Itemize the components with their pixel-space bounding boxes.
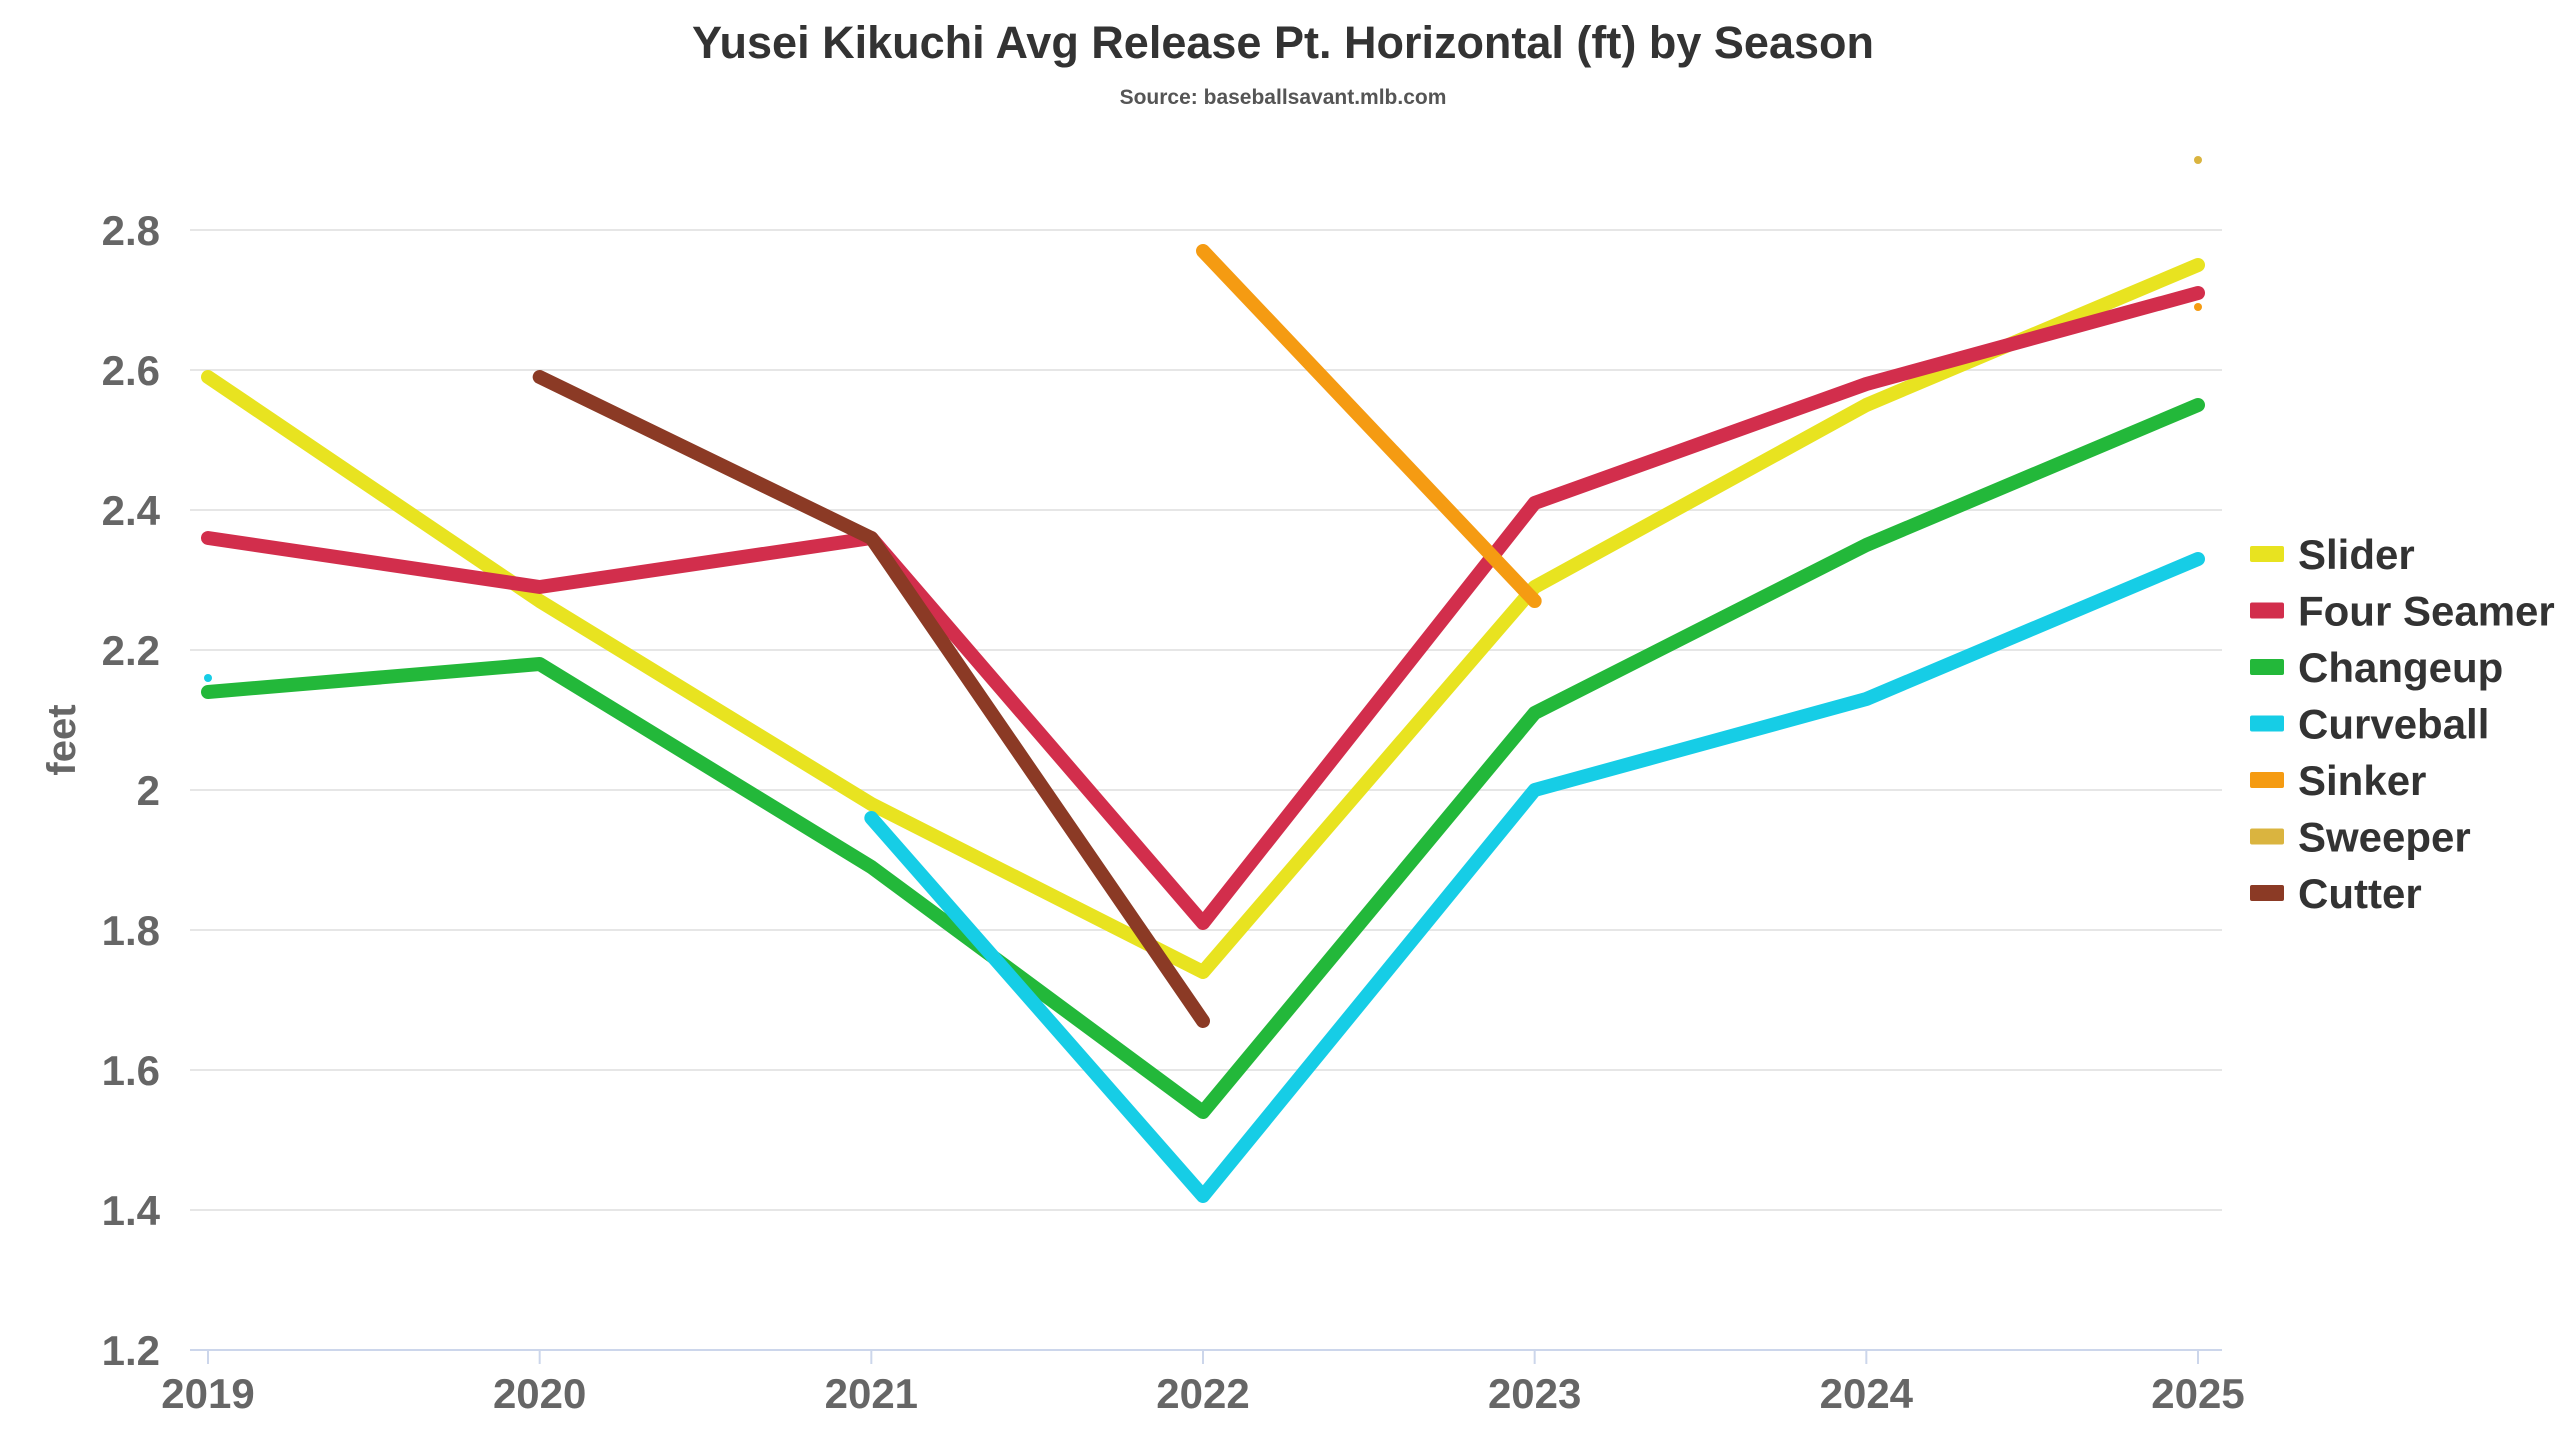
y-axis-label: feet xyxy=(40,704,84,775)
x-tick-label: 2020 xyxy=(493,1370,586,1417)
legend-label: Changeup xyxy=(2298,644,2503,691)
legend-label: Sweeper xyxy=(2298,814,2471,861)
series-slider xyxy=(201,258,2205,979)
x-tick-label: 2022 xyxy=(1156,1370,1249,1417)
legend-label: Four Seamer xyxy=(2298,588,2555,635)
y-tick-label: 2.6 xyxy=(102,347,160,394)
legend-item[interactable]: Sweeper xyxy=(2250,814,2471,861)
x-tick-label: 2025 xyxy=(2151,1370,2244,1417)
y-tick-label: 1.6 xyxy=(102,1047,160,1094)
series-line xyxy=(201,286,2205,930)
y-tick-label: 2.2 xyxy=(102,627,160,674)
series-cutter xyxy=(532,370,1210,1028)
x-tick-label: 2023 xyxy=(1488,1370,1581,1417)
legend-item[interactable]: Slider xyxy=(2250,531,2415,578)
data-point xyxy=(2194,156,2202,164)
legend-item[interactable]: Curveball xyxy=(2250,701,2489,748)
y-tick-label: 2 xyxy=(137,767,160,814)
legend-label: Slider xyxy=(2298,531,2415,578)
series-line xyxy=(864,552,2205,1203)
legend-item[interactable]: Sinker xyxy=(2250,757,2426,804)
legend: Slider Four Seamer Changeup Curveball Sinker… xyxy=(2250,531,2555,917)
series-line xyxy=(201,258,2205,979)
series-line xyxy=(532,370,1210,1028)
legend-swatch xyxy=(2250,715,2284,732)
series-curveball xyxy=(204,552,2205,1203)
legend-item[interactable]: Four Seamer xyxy=(2250,588,2555,635)
legend-swatch xyxy=(2250,772,2284,788)
x-tick-label: 2021 xyxy=(825,1370,918,1417)
legend-item[interactable]: Changeup xyxy=(2250,644,2503,691)
axes: 1.2 1.4 1.6 1.8 2 2.2 2.4 2.6 2.8 2019 2020 2021 202… xyxy=(102,207,2245,1417)
series-four-seamer xyxy=(201,286,2205,930)
legend-swatch xyxy=(2250,885,2284,901)
data-point xyxy=(204,674,212,682)
data-point xyxy=(2194,303,2202,311)
series-changeup xyxy=(201,398,2205,1119)
x-tick-label: 2019 xyxy=(161,1370,254,1417)
chart-subtitle: Source: baseballsavant.mlb.com xyxy=(1120,86,1447,109)
y-tick-label: 2.4 xyxy=(102,487,161,534)
legend-swatch xyxy=(2250,546,2284,562)
series-sweeper xyxy=(2194,156,2202,164)
grid xyxy=(190,229,2222,1211)
legend-item[interactable]: Cutter xyxy=(2250,870,2422,917)
legend-swatch xyxy=(2250,602,2284,619)
y-tick-label: 1.8 xyxy=(102,907,160,954)
chart-title: Yusei Kikuchi Avg Release Pt. Horizontal… xyxy=(692,17,1874,68)
legend-label: Sinker xyxy=(2298,757,2426,804)
y-tick-label: 1.4 xyxy=(102,1187,161,1234)
y-tick-label: 1.2 xyxy=(102,1327,160,1374)
series-line xyxy=(1196,244,1542,608)
y-tick-label: 2.8 xyxy=(102,207,160,254)
legend-swatch xyxy=(2250,828,2284,845)
legend-label: Cutter xyxy=(2298,870,2422,917)
plot-series xyxy=(201,156,2205,1203)
series-line xyxy=(201,398,2205,1119)
series-sinker xyxy=(1196,244,2202,608)
x-tick-label: 2024 xyxy=(1820,1370,1914,1417)
legend-label: Curveball xyxy=(2298,701,2489,748)
legend-swatch xyxy=(2250,659,2284,675)
